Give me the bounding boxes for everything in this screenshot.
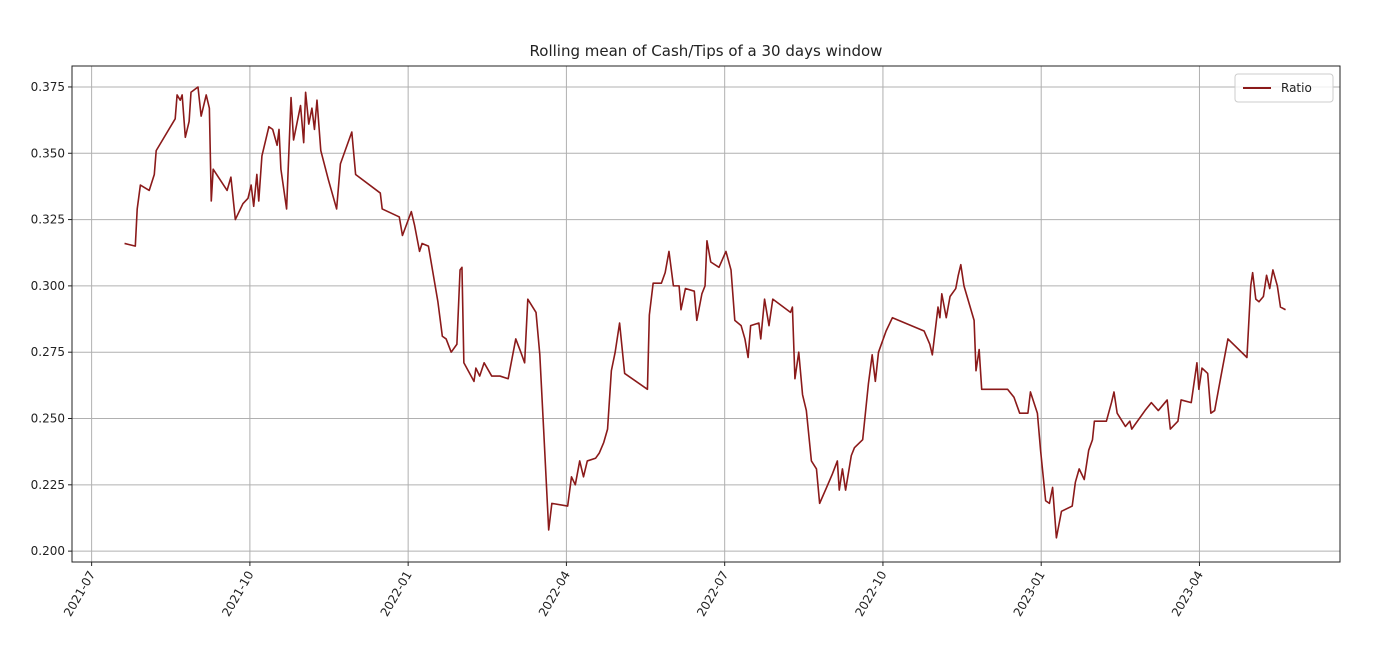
data-line bbox=[124, 86, 1286, 539]
y-tick-label: 0.200 bbox=[31, 544, 65, 558]
y-tick-label: 0.275 bbox=[31, 345, 65, 359]
x-tick-label: 2022-07 bbox=[694, 569, 731, 619]
x-tick-label: 2022-04 bbox=[536, 569, 573, 619]
x-tick-label: 2022-10 bbox=[852, 569, 889, 619]
y-tick-label: 0.300 bbox=[31, 279, 65, 293]
plot-frame bbox=[71, 65, 1341, 563]
x-tick-label: 2021-10 bbox=[219, 569, 256, 619]
chart-title: Rolling mean of Cash/Tips of a 30 days w… bbox=[530, 42, 883, 60]
y-tick-label: 0.225 bbox=[31, 478, 65, 492]
legend-label: Ratio bbox=[1281, 81, 1312, 95]
y-tick-label: 0.250 bbox=[31, 412, 65, 426]
legend-box bbox=[1234, 73, 1334, 103]
x-tick-label: 2023-04 bbox=[1169, 569, 1206, 619]
x-tick-label: 2023-01 bbox=[1011, 569, 1048, 619]
y-tick-label: 0.375 bbox=[31, 80, 65, 94]
x-tick-label: 2021-07 bbox=[61, 569, 98, 619]
legend: Ratio bbox=[1234, 73, 1334, 103]
y-tick-label: 0.325 bbox=[31, 213, 65, 227]
y-tick-label: 0.350 bbox=[31, 146, 65, 160]
x-tick-label: 2022-01 bbox=[378, 569, 415, 619]
